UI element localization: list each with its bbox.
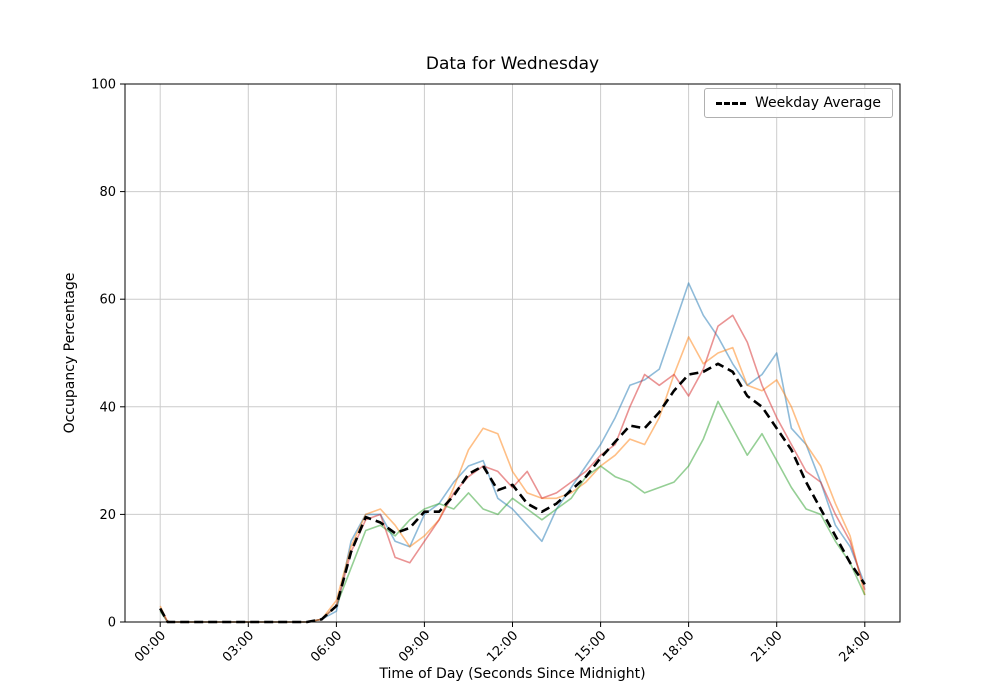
- x-tick-label: 15:00: [572, 628, 609, 665]
- x-axis-ticks: 00:00 03:00 06:00 09:00 12:00 15:00 18:00 21:00…: [132, 622, 874, 665]
- y-tick-label: 40: [99, 400, 116, 415]
- x-tick-label: 12:00: [484, 628, 521, 665]
- x-tick-label: 18:00: [660, 628, 697, 665]
- x-tick-label: 06:00: [308, 628, 345, 665]
- x-tick-label: 03:00: [220, 628, 257, 665]
- grid-lines: [125, 83, 900, 623]
- y-tick-label: 60: [99, 293, 116, 308]
- y-tick-label: 100: [91, 78, 116, 93]
- chart-title: Data for Wednesday: [425, 54, 600, 74]
- legend-dashed-line-icon: [715, 101, 746, 105]
- x-tick-label: 09:00: [396, 628, 433, 665]
- y-tick-label: 0: [108, 616, 116, 631]
- legend-label: Weekday Average: [754, 95, 881, 111]
- x-tick-label: 24:00: [837, 628, 874, 665]
- x-axis-label: Time of Day (Seconds Since Midnight): [379, 666, 646, 682]
- y-tick-label: 20: [99, 508, 116, 523]
- y-axis-ticks: 0 20 40 60 80 100: [91, 78, 125, 631]
- x-tick-label: 00:00: [132, 628, 169, 665]
- legend: Weekday Average: [703, 88, 893, 118]
- x-tick-label: 21:00: [748, 628, 785, 665]
- y-tick-label: 80: [99, 185, 116, 200]
- y-axis-label: Occupancy Percentage: [62, 272, 78, 434]
